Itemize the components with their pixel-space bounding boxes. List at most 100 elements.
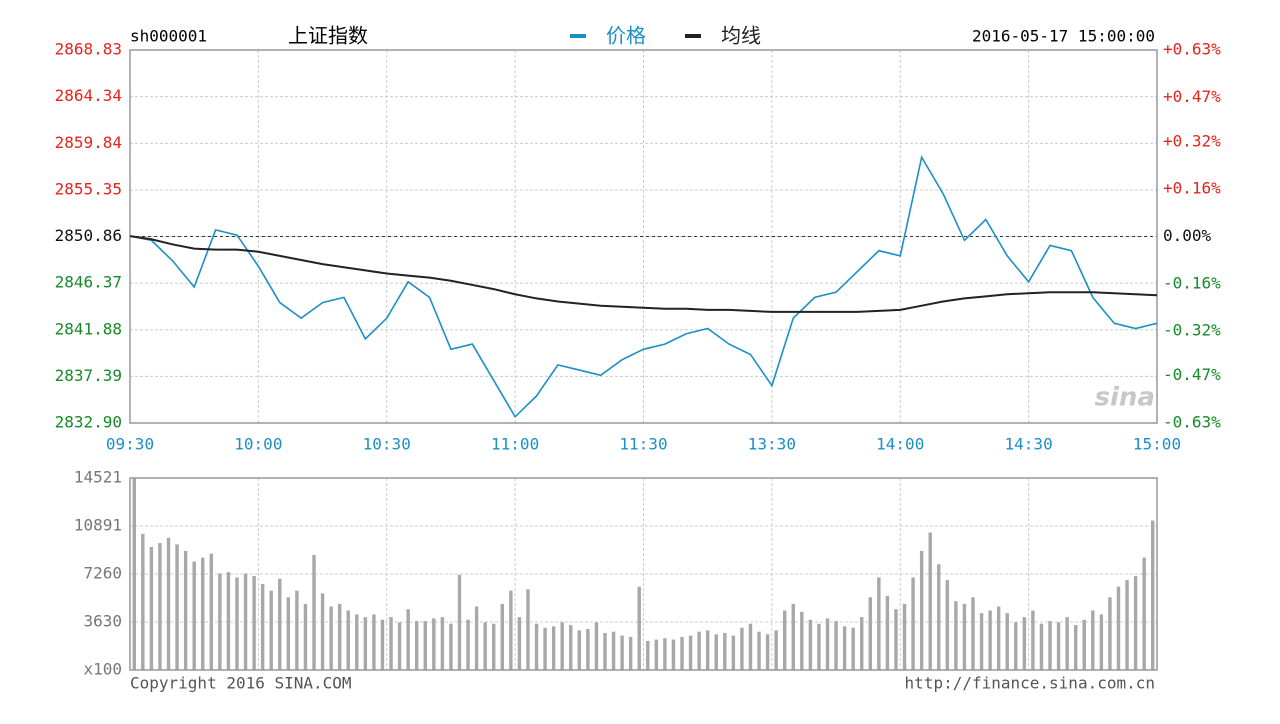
volume-bar [740, 627, 744, 670]
volume-bar [731, 635, 736, 670]
y-tick-label: 2832.90 [55, 413, 122, 432]
plot-frame [129, 477, 1158, 671]
volume-bar [611, 631, 616, 670]
series-line [129, 155, 1158, 419]
volume-bar [860, 617, 864, 670]
volume-bar [1056, 622, 1061, 670]
volume-bar [945, 580, 950, 670]
volume-bar [500, 603, 504, 670]
y-tick-label: 3630 [83, 612, 122, 631]
volume-bar [1073, 625, 1078, 670]
volume-bar [192, 561, 196, 670]
volume-bar [808, 619, 813, 670]
y2-tick-label: +0.63% [1163, 40, 1221, 59]
volume-bar [680, 636, 684, 670]
volume-bar [919, 550, 924, 670]
volume-bar [534, 623, 539, 670]
volume-bar [962, 603, 967, 670]
volume-bar [158, 543, 162, 670]
volume-bar [166, 537, 171, 670]
volume-bar [671, 639, 676, 670]
legend-label: 均线 [721, 24, 761, 48]
volume-bar [440, 617, 445, 670]
volume-bar [748, 623, 753, 670]
y-tick-label: 2864.34 [55, 86, 122, 105]
volume-bar [175, 544, 179, 670]
volume-bar [697, 631, 701, 670]
volume-bar [560, 622, 564, 670]
volume-bar [414, 621, 419, 670]
y-tick-label: 2868.83 [55, 40, 122, 59]
volume-bar [201, 557, 205, 670]
volume-bar [1039, 623, 1044, 670]
volume-bar [526, 589, 530, 670]
volume-bar [1091, 610, 1095, 670]
y2-tick-label: +0.32% [1163, 131, 1221, 150]
volume-bar [637, 586, 641, 670]
volume-bar [594, 622, 599, 670]
legend-label: 价格 [606, 24, 646, 48]
volume-bar [714, 634, 718, 670]
volume-bar [1005, 613, 1009, 670]
volume-bar [620, 635, 624, 670]
volume-bar [783, 610, 787, 670]
volume-bar [1151, 520, 1155, 670]
volume-bar [979, 613, 984, 670]
x-tick-label: 09:30 [106, 435, 154, 454]
stock-name: 上证指数 [288, 24, 368, 48]
volume-bar [817, 623, 821, 670]
volume-bar [492, 623, 496, 670]
volume-bar [183, 550, 188, 670]
volume-bar [1125, 580, 1129, 670]
volume-bar [397, 622, 402, 670]
volume-bar [654, 639, 659, 670]
y2-tick-label: 0.00% [1163, 226, 1212, 245]
volume-bar [688, 635, 693, 670]
volume-bar [1014, 622, 1018, 670]
x-tick-label: 13:30 [748, 435, 796, 454]
series-line [129, 235, 1158, 313]
volume-bar [457, 574, 462, 670]
volume-bar [791, 603, 795, 670]
x-tick-label: 14:00 [876, 435, 924, 454]
y-tick-label: 14521 [74, 468, 122, 487]
volume-bar [337, 603, 342, 670]
volume-bar [774, 630, 778, 670]
footer-left: Copyright 2016 SINA.COM [130, 674, 352, 693]
volume-bar [902, 603, 907, 670]
volume-bar [877, 577, 881, 670]
volume-bar [380, 619, 385, 670]
volume-bar [757, 631, 761, 670]
volume-bar [132, 478, 136, 670]
volume-bar [278, 578, 282, 670]
volume-bar [252, 576, 256, 670]
volume-bar [423, 621, 427, 670]
volume-bar [406, 609, 410, 670]
y2-tick-label: +0.16% [1163, 179, 1221, 198]
volume-bar [295, 590, 299, 670]
y2-tick-label: -0.16% [1163, 273, 1221, 292]
volume-bar [483, 622, 487, 670]
volume-bar [355, 614, 359, 670]
volume-bar [260, 584, 265, 670]
volume-bar [141, 533, 145, 670]
y-tick-label: 2841.88 [55, 319, 122, 338]
y2-tick-label: -0.32% [1163, 321, 1221, 340]
volume-bar [286, 597, 291, 670]
volume-bar [269, 590, 273, 670]
volume-bar [551, 626, 556, 670]
y-tick-label: 2850.86 [55, 226, 122, 245]
volume-bar [603, 632, 607, 670]
y-tick-label: 2837.39 [55, 366, 122, 385]
volume-bar [885, 595, 890, 670]
y2-tick-label: +0.47% [1163, 87, 1221, 106]
volume-bar [1116, 586, 1121, 670]
volume-bar [1133, 576, 1138, 670]
volume-bar [586, 629, 590, 670]
volume-bar [628, 636, 633, 670]
volume-bar [911, 577, 915, 670]
footer-right: http://finance.sina.com.cn [905, 674, 1155, 693]
volume-bar [646, 640, 650, 670]
